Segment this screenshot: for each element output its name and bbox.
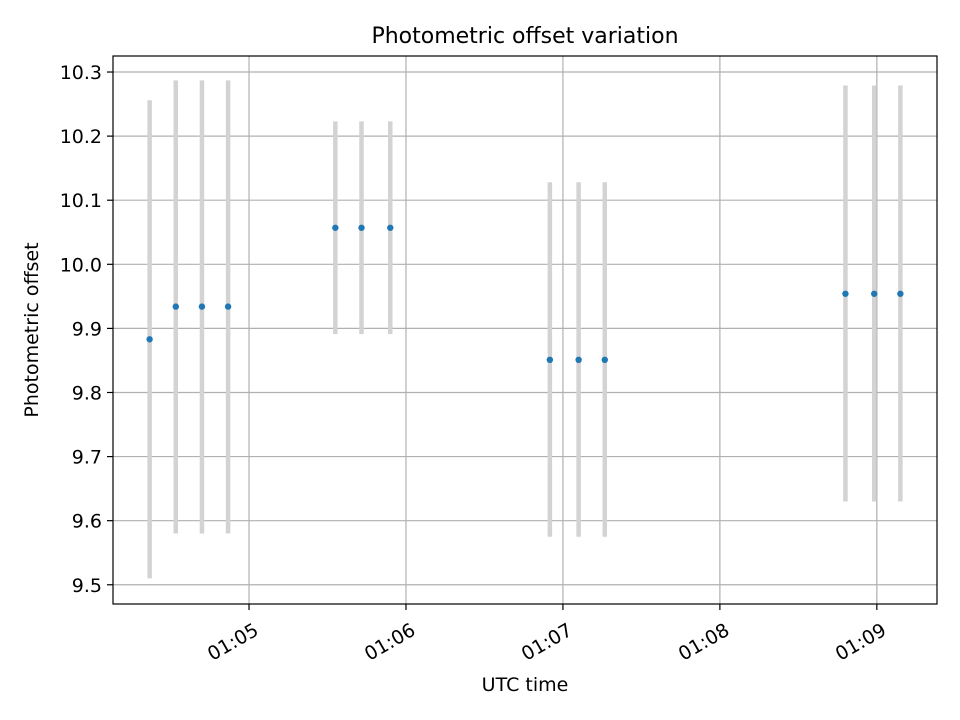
y-tick-label: 9.5 xyxy=(72,575,102,597)
data-point xyxy=(546,356,554,364)
x-axis-label: UTC time xyxy=(482,674,569,696)
data-point xyxy=(332,224,339,231)
y-tick-label: 10.1 xyxy=(60,190,102,212)
data-point xyxy=(172,303,179,310)
plot-frame xyxy=(112,55,938,605)
y-tick-label: 9.8 xyxy=(72,382,102,404)
data-point xyxy=(601,356,608,364)
data-point xyxy=(871,290,878,297)
y-axis: 9.5 9.6 9.7 9.8 9.9 10.0 10.1 10.2 10.3 xyxy=(60,62,113,597)
y-tick-label: 9.7 xyxy=(72,447,102,469)
chart-title: Photometric offset variation xyxy=(371,24,678,49)
y-tick-label: 10.3 xyxy=(60,62,102,84)
grid xyxy=(113,56,937,604)
data-points xyxy=(146,224,904,364)
data-point xyxy=(387,224,394,231)
y-tick-label: 9.6 xyxy=(72,511,102,533)
y-tick-label: 10.2 xyxy=(60,126,102,148)
data-point xyxy=(198,303,206,310)
y-tick-label: 10.0 xyxy=(60,254,102,276)
data-point xyxy=(146,336,153,343)
data-point xyxy=(897,290,904,297)
y-axis-label: Photometric offset xyxy=(21,242,43,417)
data-point xyxy=(575,356,582,364)
data-point xyxy=(224,303,232,310)
data-point xyxy=(842,290,849,297)
data-point xyxy=(358,224,365,231)
y-tick-label: 9.9 xyxy=(72,318,102,340)
